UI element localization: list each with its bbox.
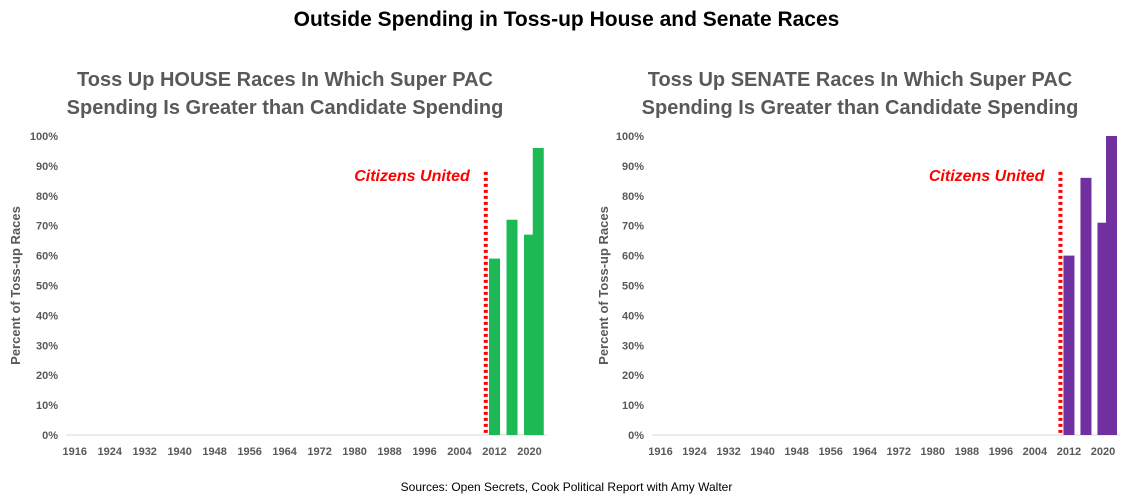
house-x-tick-label: 2004	[447, 446, 472, 458]
senate-x-tick-label: 1948	[784, 446, 808, 458]
senate-citizens-united-label: Citizens United	[929, 168, 1046, 185]
senate-bar-2012	[1063, 255, 1075, 435]
senate-x-tick-label: 1924	[682, 446, 707, 458]
senate-y-axis-label: Percent of Toss-up Races	[596, 206, 611, 365]
house-y-tick-label: 70%	[36, 221, 58, 233]
house-x-tick-label: 1972	[307, 446, 331, 458]
senate-x-tick-label: 2012	[1057, 446, 1081, 458]
senate-x-tick-label: 1916	[648, 446, 672, 458]
house-bar-2016	[506, 219, 518, 435]
house-y-tick-label: 30%	[36, 340, 58, 352]
house-y-tick-label: 20%	[36, 370, 58, 382]
house-title-line: Spending Is Greater than Candidate Spend…	[67, 97, 504, 119]
senate-title-line: Toss Up SENATE Races In Which Super PAC	[648, 69, 1073, 91]
senate-y-tick-label: 60%	[622, 251, 644, 263]
house-y-tick-label: 0%	[42, 430, 58, 442]
house-y-tick-label: 40%	[36, 310, 58, 322]
senate-y-tick-label: 0%	[628, 430, 644, 442]
house-x-tick-label: 2020	[517, 446, 541, 458]
senate-x-tick-label: 1940	[750, 446, 774, 458]
senate-y-tick-label: 20%	[622, 370, 644, 382]
senate-bar-2020	[1097, 222, 1109, 435]
house-y-axis-label: Percent of Toss-up Races	[8, 206, 23, 365]
senate-y-tick-label: 50%	[622, 281, 644, 293]
senate-bar-2016	[1080, 177, 1092, 436]
senate-x-tick-label: 1964	[852, 446, 877, 458]
senate-y-tick-label: 10%	[622, 400, 644, 412]
senate-y-tick-label: 40%	[622, 310, 644, 322]
house-x-tick-label: 2012	[482, 446, 506, 458]
house-x-tick-label: 1988	[377, 446, 401, 458]
house-x-tick-label: 1940	[167, 446, 191, 458]
house-citizens-united-label: Citizens United	[354, 168, 471, 185]
senate-x-tick-label: 1980	[921, 446, 945, 458]
senate-x-tick-label: 1996	[989, 446, 1013, 458]
senate-x-tick-label: 1932	[716, 446, 740, 458]
senate-chart: Toss Up SENATE Races In Which Super PAC S…	[596, 69, 1120, 458]
house-x-tick-label: 1916	[63, 446, 87, 458]
house-y-tick-label: 100%	[30, 131, 58, 143]
house-x-tick-label: 1956	[237, 446, 261, 458]
senate-y-tick-label: 30%	[622, 340, 644, 352]
senate-y-tick-label: 90%	[622, 161, 644, 173]
house-x-tick-label: 1924	[97, 446, 122, 458]
senate-y-tick-label: 100%	[616, 131, 644, 143]
house-bar-2022	[532, 147, 544, 435]
house-y-tick-label: 90%	[36, 161, 58, 173]
source-note: Sources: Open Secrets, Cook Political Re…	[400, 480, 733, 494]
senate-title-line: Spending Is Greater than Candidate Spend…	[642, 97, 1079, 119]
house-x-tick-label: 1996	[412, 446, 436, 458]
house-x-tick-label: 1980	[342, 446, 366, 458]
house-title-line: Toss Up HOUSE Races In Which Super PAC	[77, 69, 493, 91]
senate-x-tick-label: 1956	[818, 446, 842, 458]
house-y-tick-label: 50%	[36, 281, 58, 293]
house-y-tick-label: 80%	[36, 191, 58, 203]
senate-y-tick-label: 80%	[622, 191, 644, 203]
house-chart: Toss Up HOUSE Races In Which Super PAC Sp…	[8, 69, 547, 458]
house-y-tick-label: 10%	[36, 400, 58, 412]
house-x-tick-label: 1948	[202, 446, 226, 458]
senate-y-tick-label: 70%	[622, 221, 644, 233]
house-x-tick-label: 1964	[272, 446, 297, 458]
senate-x-tick-label: 2004	[1023, 446, 1048, 458]
house-bar-2012	[489, 258, 501, 435]
house-bar-2020	[524, 234, 536, 435]
senate-x-tick-label: 1972	[887, 446, 911, 458]
house-y-tick-label: 60%	[36, 251, 58, 263]
senate-x-tick-label: 2020	[1091, 446, 1115, 458]
house-x-tick-label: 1932	[132, 446, 156, 458]
senate-x-tick-label: 1988	[955, 446, 979, 458]
senate-bar-2022	[1105, 136, 1117, 435]
main-title: Outside Spending in Toss-up House and Se…	[293, 8, 840, 31]
